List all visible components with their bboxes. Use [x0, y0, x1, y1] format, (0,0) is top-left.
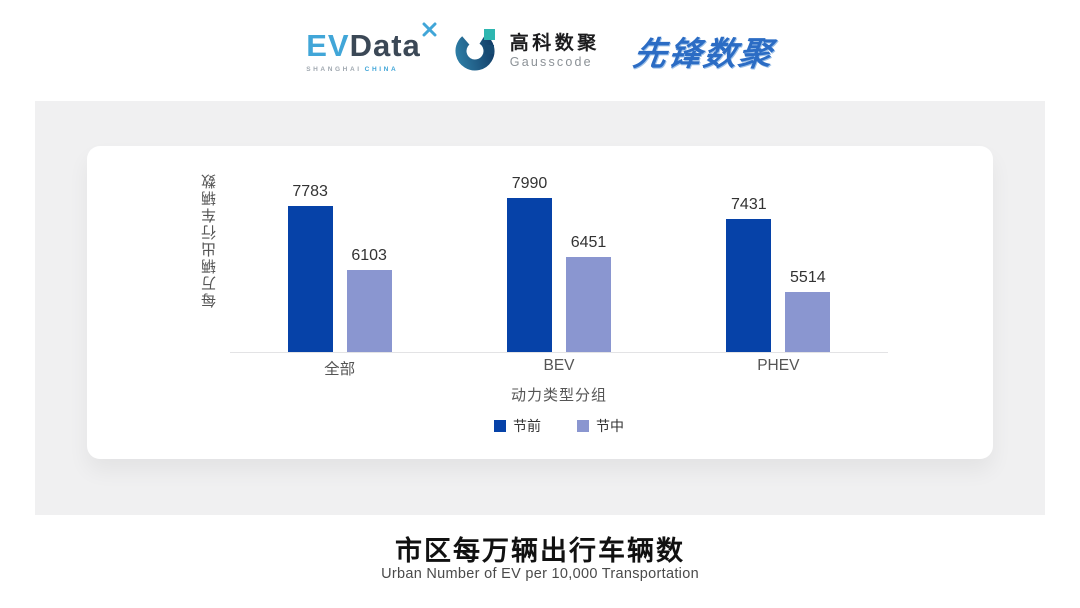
evdata-wordmark: EV Data: [306, 30, 421, 61]
bar-mid-bev: [565, 256, 611, 352]
plot-area: 7783 6103 7990 6451: [230, 146, 888, 353]
x-axis-title: 动力类型分组: [510, 387, 607, 404]
gausscode-wordmark: 高科数聚 Gausscode: [510, 33, 600, 69]
legend-label-pre: 节前: [513, 418, 541, 434]
category-label-all: 全部: [324, 361, 356, 378]
page-subtitle: Urban Number of EV per 10,000 Transporta…: [381, 566, 699, 582]
legend-label-mid: 节中: [596, 418, 624, 434]
legend-swatch-mid: [577, 420, 589, 432]
bar-pre-phev: [726, 219, 772, 352]
evdata-subtitle: SHANGHAI CHINA: [306, 66, 398, 73]
category-axis: 全部 BEV PHEV: [230, 357, 888, 379]
bar-col-pre-bev: 7990: [506, 175, 552, 352]
bar-value-label: 7431: [731, 196, 767, 214]
bar-group-phev: 7431 5514: [669, 146, 888, 352]
bar-col-pre-phev: 7431: [726, 196, 772, 352]
bar-col-mid-all: 6103: [346, 247, 392, 352]
legend-item-mid: 节中: [577, 416, 624, 436]
evdata-spark-icon: [422, 22, 437, 42]
evdata-ev-text: EV: [306, 27, 350, 63]
bar-col-mid-bev: 6451: [565, 233, 611, 352]
evdata-logo: EV Data SHANGHAI CHINA: [306, 22, 437, 73]
bar-value-label: 5514: [790, 269, 826, 287]
gausscode-logo: 高科数聚 Gausscode: [455, 26, 600, 77]
bar-group-all: 7783 6103: [230, 146, 449, 352]
bar-col-pre-all: 7783: [287, 182, 333, 352]
category-label-bev: BEV: [543, 357, 575, 374]
bar-value-label: 7783: [292, 182, 328, 200]
bar-mid-phev: [785, 292, 831, 352]
gausscode-icon: [455, 26, 501, 77]
evdata-data-text: Data: [349, 27, 421, 63]
gausscode-en-text: Gausscode: [509, 54, 593, 69]
chart-card: 每万辆出行车辆数 7783 6103 7990 6451: [87, 146, 993, 459]
bar-value-label: 6103: [351, 247, 387, 264]
bar-pre-all: [287, 205, 333, 352]
bar-col-mid-phev: 5514: [785, 269, 831, 352]
logo-row: EV Data SHANGHAI CHINA: [0, 16, 1080, 86]
bar-value-label: 6451: [570, 233, 607, 251]
legend: 节前 节中: [230, 416, 888, 436]
pioneer-logo: 先锋数聚: [630, 35, 777, 72]
bar-value-label: 7990: [511, 175, 548, 192]
page-title: 市区每万辆出行车辆数: [395, 536, 685, 566]
legend-swatch-pre: [494, 420, 506, 432]
bar-pre-bev: [506, 198, 552, 352]
gausscode-cn-text: 高科数聚: [509, 33, 600, 55]
category-label-phev: PHEV: [757, 357, 800, 374]
legend-item-pre: 节前: [494, 416, 541, 436]
y-axis-label: 每万辆出行车辆数: [201, 172, 218, 308]
evdata-shanghai-text: SHANGHAI: [306, 65, 362, 73]
bar-group-bev: 7990 6451: [449, 146, 668, 352]
evdata-china-text: CHINA: [364, 65, 399, 73]
bar-mid-all: [346, 270, 392, 352]
